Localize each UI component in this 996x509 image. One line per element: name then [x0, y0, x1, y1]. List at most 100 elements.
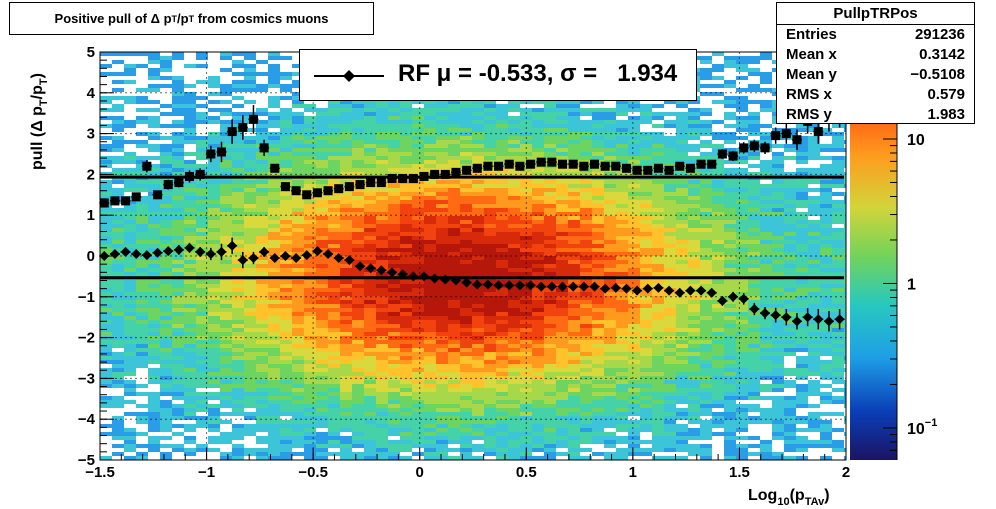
y-tick-label: −2 [78, 330, 95, 347]
sigma-point [558, 159, 568, 169]
mean-point [738, 293, 749, 304]
mean-point [781, 312, 792, 323]
sigma-point [771, 131, 781, 141]
mean-point [365, 263, 376, 274]
sigma-point [696, 159, 706, 169]
x-tick-label: −0.5 [298, 464, 328, 481]
sigma-point [707, 159, 717, 169]
mean-point [802, 312, 813, 323]
heatmap-background [100, 52, 846, 460]
sigma-point [153, 190, 163, 200]
mean-point [216, 246, 227, 257]
sigma-point [494, 161, 504, 171]
sigma-point [781, 129, 791, 139]
sigma-point [131, 192, 141, 202]
mean-point [557, 281, 568, 292]
sigma-point [504, 159, 514, 169]
mean-point [397, 269, 408, 280]
sigma-point [430, 169, 440, 179]
sigma-point [611, 161, 621, 171]
title-mid: /p [177, 11, 189, 26]
x-tick-label: 2 [842, 464, 850, 481]
mean-point [141, 250, 152, 261]
x-axis-label: Log10(pTAv) [748, 487, 830, 508]
stats-box: PullpTRPos Entries 291236 Mean x 0.3142 Me… [776, 2, 975, 124]
stats-row: Mean x 0.3142 [786, 46, 965, 63]
sigma-point [526, 159, 536, 169]
mean-point [461, 277, 472, 288]
mean-point [387, 267, 398, 278]
sigma-point [632, 165, 642, 175]
sigma-point [675, 161, 685, 171]
sigma-point [248, 114, 258, 124]
mean-point [578, 281, 589, 292]
sigma-point [739, 143, 749, 153]
y-tick-label: 5 [87, 44, 95, 61]
sigma-point [366, 178, 376, 188]
sigma-point [451, 167, 461, 177]
axes: −1.5 −1 −0.5 0 0.5 1 1.5 2 −5 −4 −3 −2 −1 0 1 2 3 4 5 [78, 44, 850, 481]
legend-text: RF μ = -0.533, σ = 1.934 [398, 60, 678, 87]
sigma-point [589, 159, 599, 169]
sigma-point [185, 171, 195, 181]
sigma-point [206, 149, 216, 159]
sigma-point [280, 182, 290, 192]
sigma-point [600, 161, 610, 171]
sigma-point [579, 161, 589, 171]
sigma-point [238, 122, 248, 132]
z-tick-label: 1 [907, 276, 916, 293]
sigma-point [323, 186, 333, 196]
y-tick-label: −4 [78, 411, 96, 428]
mean-point [163, 246, 174, 257]
stats-row: Mean y −0.5108 [786, 66, 965, 83]
sigma-point [462, 165, 472, 175]
mean-point [632, 285, 643, 296]
sigma-point [547, 157, 557, 167]
stats-row: Entries 291236 [786, 26, 965, 43]
sigma-point [387, 173, 397, 183]
sigma-point [291, 186, 301, 196]
legend: RF μ = -0.533, σ = 1.934 [299, 49, 697, 101]
sigma-point [376, 178, 386, 188]
sigma-point [568, 159, 578, 169]
sigma-point [334, 184, 344, 194]
mean-point [717, 295, 728, 306]
y-tick-label: −3 [78, 370, 95, 387]
mean-point [514, 280, 525, 291]
mean-point [664, 285, 675, 296]
mean-point [706, 287, 717, 298]
fit-lines [100, 175, 844, 280]
sigma-point [398, 173, 408, 183]
mean-point [429, 273, 440, 284]
sigma-point [728, 151, 738, 161]
mean-point [493, 280, 504, 291]
mean-point [120, 246, 131, 257]
sigma-point [472, 163, 482, 173]
mean-point [109, 248, 120, 259]
mean-point [248, 253, 259, 264]
stats-row: RMS y 1.983 [786, 106, 965, 123]
x-tick-label: −1 [198, 464, 215, 481]
sigma-point [216, 147, 226, 157]
x-tick-label: −1.5 [85, 464, 115, 481]
mean-point [269, 253, 280, 264]
mean-point [525, 280, 536, 291]
mean-point [301, 250, 312, 261]
sigma-point [302, 190, 312, 200]
mean-point [685, 285, 696, 296]
mean-point [280, 251, 291, 261]
mean-point [323, 248, 334, 259]
sigma-point [270, 163, 280, 173]
sigma-point [195, 169, 205, 179]
mean-point [674, 287, 685, 298]
mean-point [440, 274, 451, 285]
x-tick-label: 0.5 [516, 464, 537, 481]
mean-point [813, 314, 824, 325]
mean-point [227, 240, 238, 251]
mean-point [770, 310, 781, 321]
sigma-point [419, 171, 429, 181]
mean-point [589, 281, 600, 292]
x-tick-label: 1.5 [729, 464, 750, 481]
chart-title: Positive pull of Δ p T /p T from cosmics… [9, 2, 374, 35]
